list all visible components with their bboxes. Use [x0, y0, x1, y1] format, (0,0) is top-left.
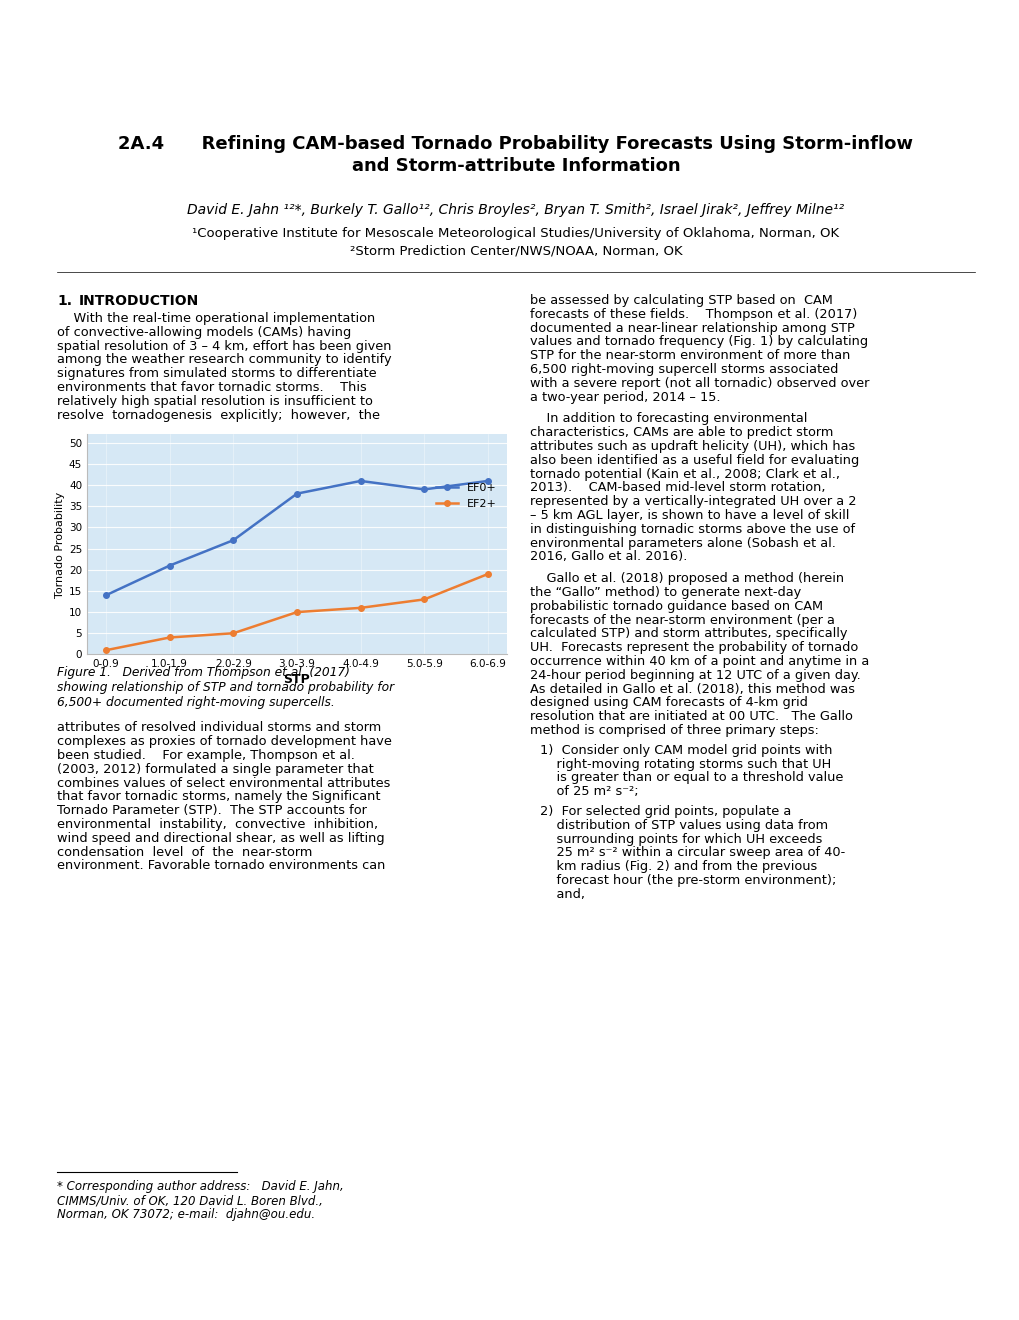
Text: 1)  Consider only CAM model grid points with: 1) Consider only CAM model grid points w… [539, 743, 832, 756]
Text: forecasts of these fields.    Thompson et al. (2017): forecasts of these fields. Thompson et a… [530, 308, 857, 321]
Text: be assessed by calculating STP based on  CAM: be assessed by calculating STP based on … [530, 294, 833, 308]
Text: ²Storm Prediction Center/NWS/NOAA, Norman, OK: ²Storm Prediction Center/NWS/NOAA, Norma… [350, 244, 682, 257]
Text: and Storm-attribute Information: and Storm-attribute Information [352, 157, 680, 176]
Text: in distinguishing tornadic storms above the use of: in distinguishing tornadic storms above … [530, 523, 854, 536]
Text: Gallo et al. (2018) proposed a method (herein: Gallo et al. (2018) proposed a method (h… [530, 572, 844, 585]
Text: CIMMS/Univ. of OK, 120 David L. Boren Blvd.,: CIMMS/Univ. of OK, 120 David L. Boren Bl… [57, 1195, 323, 1206]
Text: 2)  For selected grid points, populate a: 2) For selected grid points, populate a [539, 805, 791, 818]
EF2+ [355, 601, 367, 616]
Text: distribution of STP values using data from: distribution of STP values using data fr… [539, 818, 827, 832]
EF0+ [290, 486, 303, 502]
Text: probabilistic tornado guidance based on CAM: probabilistic tornado guidance based on … [530, 599, 822, 612]
Text: been studied.    For example, Thompson et al.: been studied. For example, Thompson et a… [57, 748, 355, 762]
Text: relatively high spatial resolution is insufficient to: relatively high spatial resolution is in… [57, 395, 373, 408]
EF0+ [100, 587, 112, 603]
Text: As detailed in Gallo et al. (2018), this method was: As detailed in Gallo et al. (2018), this… [530, 682, 854, 696]
Text: INTRODUCTION: INTRODUCTION [78, 294, 199, 308]
Text: environmental parameters alone (Sobash et al.: environmental parameters alone (Sobash e… [530, 537, 835, 549]
Text: 2A.4      Refining CAM-based Tornado Probability Forecasts Using Storm-inflow: 2A.4 Refining CAM-based Tornado Probabil… [118, 135, 913, 153]
Text: 2013).    CAM-based mid-level storm rotation,: 2013). CAM-based mid-level storm rotatio… [530, 482, 824, 495]
Text: signatures from simulated storms to differentiate: signatures from simulated storms to diff… [57, 367, 376, 380]
Text: Tornado Parameter (STP).  The STP accounts for: Tornado Parameter (STP). The STP account… [57, 804, 367, 817]
Legend: EF0+, EF2+: EF0+, EF2+ [431, 479, 501, 513]
Text: method is comprised of three primary steps:: method is comprised of three primary ste… [530, 723, 818, 737]
Text: condensation  level  of  the  near-storm: condensation level of the near-storm [57, 846, 312, 858]
Text: resolution that are initiated at 00 UTC.   The Gallo: resolution that are initiated at 00 UTC.… [530, 710, 852, 723]
X-axis label: STP: STP [283, 673, 310, 686]
Text: designed using CAM forecasts of 4-km grid: designed using CAM forecasts of 4-km gri… [530, 697, 807, 709]
Text: of convective-allowing models (CAMs) having: of convective-allowing models (CAMs) hav… [57, 326, 351, 339]
Text: values and tornado frequency (Fig. 1) by calculating: values and tornado frequency (Fig. 1) by… [530, 335, 867, 348]
Text: that favor tornadic storms, namely the Significant: that favor tornadic storms, namely the S… [57, 791, 380, 804]
Text: showing relationship of STP and tornado probability for: showing relationship of STP and tornado … [57, 681, 393, 694]
Text: tornado potential (Kain et al., 2008; Clark et al.,: tornado potential (Kain et al., 2008; Cl… [530, 467, 840, 480]
Line: EF2+: EF2+ [103, 572, 490, 653]
Text: resolve  tornadogenesis  explicitly;  however,  the: resolve tornadogenesis explicitly; howev… [57, 409, 380, 421]
EF0+ [227, 532, 239, 548]
Text: 25 m² s⁻² within a circular sweep area of 40-: 25 m² s⁻² within a circular sweep area o… [539, 846, 845, 859]
Text: With the real-time operational implementation: With the real-time operational implement… [57, 312, 375, 325]
Text: of 25 m² s⁻²;: of 25 m² s⁻²; [539, 785, 638, 799]
Text: wind speed and directional shear, as well as lifting: wind speed and directional shear, as wel… [57, 832, 384, 845]
Text: environments that favor tornadic storms.    This: environments that favor tornadic storms.… [57, 381, 367, 393]
Text: also been identified as a useful field for evaluating: also been identified as a useful field f… [530, 454, 858, 467]
Text: ¹Cooperative Institute for Mesoscale Meteorological Studies/University of Oklaho: ¹Cooperative Institute for Mesoscale Met… [193, 227, 839, 240]
Text: forecast hour (the pre-storm environment);: forecast hour (the pre-storm environment… [539, 874, 836, 887]
EF2+ [227, 626, 239, 642]
Text: STP for the near-storm environment of more than: STP for the near-storm environment of mo… [530, 350, 850, 362]
EF2+ [418, 591, 430, 607]
Text: km radius (Fig. 2) and from the previous: km radius (Fig. 2) and from the previous [539, 861, 816, 874]
Text: surrounding points for which UH exceeds: surrounding points for which UH exceeds [539, 833, 821, 846]
Text: spatial resolution of 3 – 4 km, effort has been given: spatial resolution of 3 – 4 km, effort h… [57, 339, 391, 352]
EF0+ [355, 473, 367, 488]
Text: characteristics, CAMs are able to predict storm: characteristics, CAMs are able to predic… [530, 426, 833, 440]
EF2+ [290, 605, 303, 620]
Text: forecasts of the near-storm environment (per a: forecasts of the near-storm environment … [530, 614, 835, 627]
Text: with a severe report (not all tornadic) observed over: with a severe report (not all tornadic) … [530, 376, 868, 389]
Text: * Corresponding author address:   David E. Jahn,: * Corresponding author address: David E.… [57, 1180, 343, 1193]
Text: the “Gallo” method) to generate next-day: the “Gallo” method) to generate next-day [530, 586, 801, 599]
EF2+ [481, 566, 493, 582]
Text: 6,500 right-moving supercell storms associated: 6,500 right-moving supercell storms asso… [530, 363, 838, 376]
Text: 24-hour period beginning at 12 UTC of a given day.: 24-hour period beginning at 12 UTC of a … [530, 669, 860, 682]
Text: environmental  instability,  convective  inhibition,: environmental instability, convective in… [57, 818, 378, 832]
Text: a two-year period, 2014 – 15.: a two-year period, 2014 – 15. [530, 391, 719, 404]
Text: documented a near-linear relationship among STP: documented a near-linear relationship am… [530, 322, 854, 334]
Text: Norman, OK 73072; e-mail:  djahn@ou.edu.: Norman, OK 73072; e-mail: djahn@ou.edu. [57, 1208, 315, 1221]
Text: (2003, 2012) formulated a single parameter that: (2003, 2012) formulated a single paramet… [57, 763, 373, 776]
EF0+ [418, 482, 430, 498]
Text: David E. Jahn ¹²*, Burkely T. Gallo¹², Chris Broyles², Bryan T. Smith², Israel J: David E. Jahn ¹²*, Burkely T. Gallo¹², C… [187, 203, 844, 216]
EF0+ [481, 473, 493, 488]
Text: occurrence within 40 km of a point and anytime in a: occurrence within 40 km of a point and a… [530, 655, 868, 668]
EF2+ [163, 630, 175, 645]
Text: Figure 1.   Derived from Thompson et al. (2017): Figure 1. Derived from Thompson et al. (… [57, 667, 350, 680]
Text: combines values of select environmental attributes: combines values of select environmental … [57, 776, 390, 789]
Text: among the weather research community to identify: among the weather research community to … [57, 354, 391, 367]
Text: complexes as proxies of tornado development have: complexes as proxies of tornado developm… [57, 735, 391, 748]
Text: In addition to forecasting environmental: In addition to forecasting environmental [530, 412, 807, 425]
EF2+ [100, 643, 112, 659]
Text: 1.: 1. [57, 294, 72, 308]
Text: environment. Favorable tornado environments can: environment. Favorable tornado environme… [57, 859, 385, 873]
Text: – 5 km AGL layer, is shown to have a level of skill: – 5 km AGL layer, is shown to have a lev… [530, 510, 849, 521]
Line: EF0+: EF0+ [103, 478, 490, 598]
Text: represented by a vertically-integrated UH over a 2: represented by a vertically-integrated U… [530, 495, 856, 508]
Text: attributes such as updraft helicity (UH), which has: attributes such as updraft helicity (UH)… [530, 440, 854, 453]
Text: calculated STP) and storm attributes, specifically: calculated STP) and storm attributes, sp… [530, 627, 847, 640]
Text: and,: and, [539, 888, 585, 900]
Text: 2016, Gallo et al. 2016).: 2016, Gallo et al. 2016). [530, 550, 687, 564]
Text: is greater than or equal to a threshold value: is greater than or equal to a threshold … [539, 771, 843, 784]
EF0+ [163, 557, 175, 573]
Y-axis label: Tornado Probability: Tornado Probability [55, 491, 64, 598]
Text: 6,500+ documented right-moving supercells.: 6,500+ documented right-moving supercell… [57, 697, 334, 709]
Text: UH.  Forecasts represent the probability of tornado: UH. Forecasts represent the probability … [530, 642, 857, 655]
Text: right-moving rotating storms such that UH: right-moving rotating storms such that U… [539, 758, 830, 771]
Text: attributes of resolved individual storms and storm: attributes of resolved individual storms… [57, 722, 381, 734]
